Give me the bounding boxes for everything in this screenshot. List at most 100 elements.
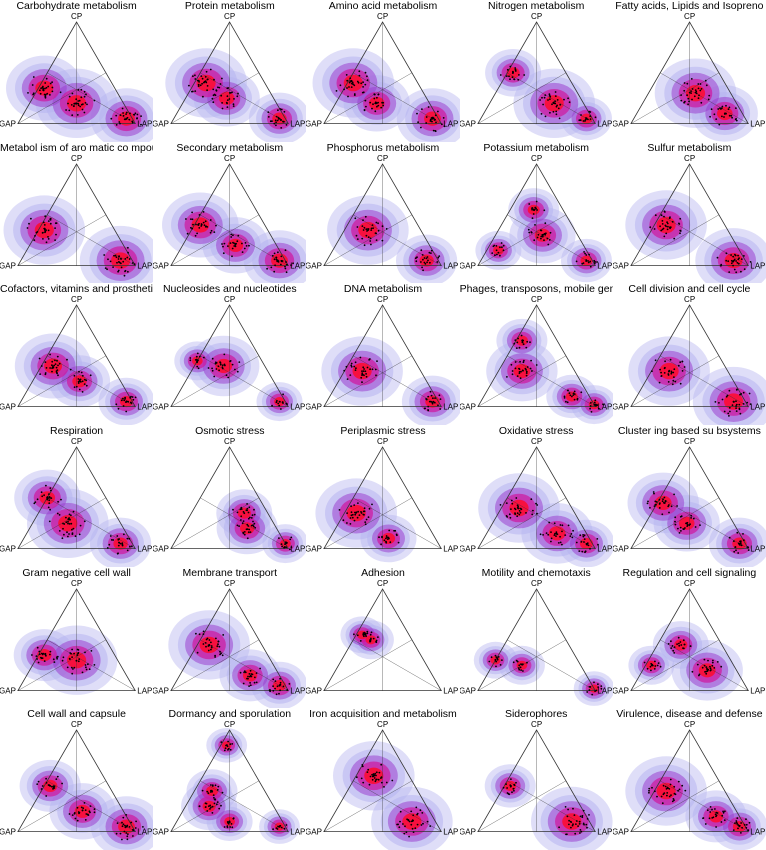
data-point xyxy=(39,373,41,376)
data-point xyxy=(679,529,682,532)
data-point xyxy=(221,366,224,369)
data-point xyxy=(653,505,656,507)
data-point xyxy=(361,374,364,377)
data-point xyxy=(246,507,249,510)
data-point xyxy=(717,108,719,110)
data-point xyxy=(351,362,353,365)
vertex-label-right: LAP xyxy=(597,261,612,270)
data-point xyxy=(232,508,235,511)
data-point xyxy=(510,791,513,794)
data-point xyxy=(681,370,684,373)
data-point xyxy=(45,795,48,798)
data-point xyxy=(248,531,250,534)
data-point xyxy=(371,107,374,110)
data-point xyxy=(567,823,570,826)
data-point xyxy=(685,94,688,97)
data-point xyxy=(723,810,726,813)
data-point xyxy=(594,405,597,408)
data-point xyxy=(708,665,711,668)
data-point xyxy=(56,356,59,358)
data-point xyxy=(722,812,725,815)
data-point xyxy=(213,375,216,378)
data-point xyxy=(205,225,208,227)
data-point xyxy=(126,835,129,838)
data-point xyxy=(69,514,72,517)
data-point xyxy=(668,795,671,798)
data-point xyxy=(220,805,223,807)
data-point xyxy=(542,209,545,211)
data-point xyxy=(702,817,705,820)
data-point xyxy=(554,91,557,93)
data-point xyxy=(229,821,231,824)
data-point xyxy=(592,681,595,683)
data-point xyxy=(567,820,570,822)
triangle-frame xyxy=(630,587,749,691)
data-point xyxy=(197,367,200,370)
data-point xyxy=(663,372,666,375)
data-point xyxy=(735,404,738,406)
data-point xyxy=(280,263,282,266)
data-point xyxy=(48,502,51,505)
data-point xyxy=(209,808,212,811)
data-point xyxy=(255,671,258,674)
data-point xyxy=(367,516,370,518)
data-point xyxy=(555,532,557,535)
data-point xyxy=(284,543,287,545)
data-point xyxy=(357,510,360,513)
data-point xyxy=(429,825,432,828)
data-point xyxy=(388,529,391,532)
data-point xyxy=(241,250,244,253)
data-point xyxy=(718,107,721,109)
data-point xyxy=(421,108,424,110)
median-line xyxy=(200,355,289,408)
data-point xyxy=(46,498,49,501)
data-point xyxy=(517,368,520,370)
data-point xyxy=(275,121,278,124)
density-layers xyxy=(5,55,154,142)
data-point xyxy=(231,247,234,250)
median-line xyxy=(659,355,749,408)
data-point xyxy=(524,511,527,514)
data-point xyxy=(554,110,557,113)
data-point xyxy=(218,369,221,372)
data-point xyxy=(426,255,429,258)
data-point xyxy=(68,517,70,519)
vertex-label-left: GAP xyxy=(153,545,169,554)
data-point xyxy=(267,111,270,114)
vertex-label-left: GAP xyxy=(0,545,16,554)
data-point xyxy=(725,259,727,262)
vertex-label-top: CP xyxy=(531,12,542,21)
data-point xyxy=(198,213,201,216)
data-point xyxy=(195,223,198,226)
data-point xyxy=(361,512,363,514)
triangle-frame xyxy=(323,587,443,691)
data-point xyxy=(346,522,349,524)
data-point xyxy=(274,687,277,690)
data-point xyxy=(578,821,581,823)
data-point xyxy=(123,274,126,277)
data-point xyxy=(357,502,360,504)
data-point xyxy=(669,639,672,642)
data-point xyxy=(738,825,740,828)
data-point xyxy=(345,366,348,369)
data-point xyxy=(425,122,428,124)
data-point xyxy=(130,402,133,405)
data-point xyxy=(737,262,740,265)
vertex-label-top: CP xyxy=(531,579,542,588)
data-point xyxy=(87,814,89,816)
data-point xyxy=(40,87,42,90)
vertex-label-right: LAP xyxy=(444,403,459,412)
data-point xyxy=(214,363,217,365)
data-point xyxy=(362,85,365,88)
data-points xyxy=(26,214,136,277)
data-point xyxy=(548,93,550,96)
data-point xyxy=(289,548,291,551)
triangle-frame xyxy=(476,446,596,550)
data-point xyxy=(694,526,697,528)
data-point xyxy=(238,361,241,364)
data-point xyxy=(125,410,128,413)
panel-title: Phages, transposons, mobile genetic elem… xyxy=(459,283,613,296)
data-point xyxy=(226,106,229,108)
